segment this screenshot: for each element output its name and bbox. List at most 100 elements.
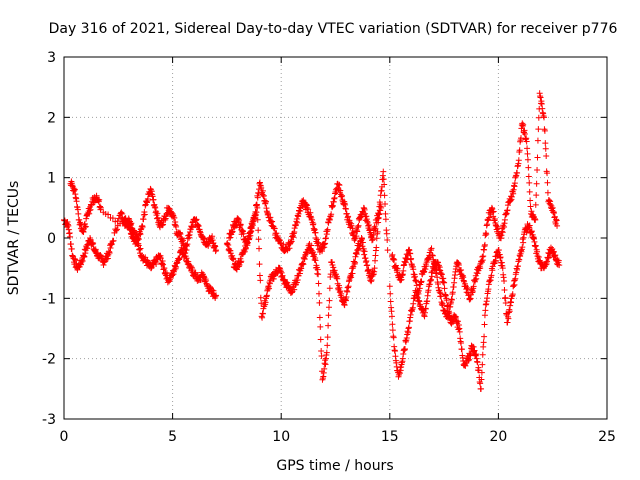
data-point-interp [501,278,508,285]
data-point-interp [394,265,401,272]
data-point-interp [150,196,157,203]
data-point-interp [415,287,422,294]
data-point-interp [389,321,396,328]
data-point-interp [315,239,322,246]
x-tick-label: 25 [598,429,616,445]
data-point-interp [387,290,394,297]
data-point-interp [481,333,488,340]
data-point-interp [381,192,388,199]
data-point-interp [396,370,403,377]
data-point-interp [249,222,256,229]
data-point-interp [118,209,125,216]
data-point-interp [541,127,548,134]
data-point-interp [480,339,487,346]
data-point-interp [424,298,431,305]
data-point [554,222,561,229]
data-point-interp [75,210,82,217]
data-point-interp [346,219,353,226]
data-point-interp [244,240,251,247]
data-point [386,283,393,290]
data-point-interp [389,327,396,334]
data-point-interp [479,351,486,358]
data-point-interp [388,313,395,320]
data-point-interp [544,170,551,177]
data-point-interp [173,223,180,230]
data-point-interp [252,208,259,215]
data-point-interp [257,277,264,284]
data-point-interp [524,150,531,157]
data-points [61,90,563,392]
data-point-interp [238,258,245,265]
data-point-interp [368,277,375,284]
y-tick-label: 2 [47,110,56,126]
y-tick-label: 3 [47,50,56,66]
data-point-interp [382,210,389,217]
data-point-interp [534,137,541,144]
data-point-interp [343,210,350,217]
data-point-interp [542,145,549,152]
data-point-interp [532,201,539,208]
y-tick-label: -3 [42,412,56,428]
data-point-interp [443,297,450,304]
data-point-interp [458,340,465,347]
data-point-interp [533,180,540,187]
data-point-interp [525,164,532,171]
data-point-interp [315,280,322,287]
data-point-interp [312,229,319,236]
data-point-interp [241,248,248,255]
data-point-interp [271,225,278,232]
data-point-interp [336,182,343,189]
data-point-interp [511,180,518,187]
data-point-interp [176,255,183,262]
data-point-interp [528,208,535,215]
data-point-interp [256,261,263,268]
data-point-interp [317,336,324,343]
data-point-interp [115,215,122,222]
data-point-interp [514,169,521,176]
data-point-interp [110,237,117,244]
data-point-interp [321,365,328,372]
data-point-interp [474,359,481,366]
data-point-interp [392,347,399,354]
y-axis-label: SDTVAR / TECUs [6,181,22,296]
data-point-interp [504,207,511,214]
data-point-interp [455,318,462,325]
data-point-interp [317,323,324,330]
data-point-interp [458,346,465,353]
data-point-interp [474,270,481,277]
data-point-interp [177,230,184,237]
data-point-interp [236,217,243,224]
data-point-interp [383,230,390,237]
data-point-interp [483,231,490,238]
data-point-interp [364,262,371,269]
data-point [260,192,267,199]
data-point-interp [528,228,535,235]
data-point-interp [448,296,455,303]
data-point-interp [153,261,160,267]
data-point [108,241,115,248]
data-point [371,265,378,272]
data-point-interp [184,241,191,248]
data-point-interp [407,250,414,257]
data-point-interp [441,279,448,286]
data-point-interp [106,250,113,257]
data-point-interp [473,275,480,282]
data-point-interp [508,193,515,200]
data-point-interp [277,268,284,275]
data-point-interp [139,224,146,231]
data-point-interp [233,266,240,273]
data-point-interp [372,225,379,232]
data-point-interp [249,225,256,232]
data-point-interp [312,257,319,264]
data-point-interp [491,259,498,266]
data-point [432,265,439,272]
data-point [384,247,391,254]
data-point-interp [477,380,484,387]
data-point-interp [137,245,144,252]
data-point-interp [502,299,509,306]
data-point [556,262,563,269]
data-point-interp [325,312,332,319]
data-point-interp [113,226,120,233]
data-point-interp [488,272,495,279]
data-point-interp [316,314,323,321]
